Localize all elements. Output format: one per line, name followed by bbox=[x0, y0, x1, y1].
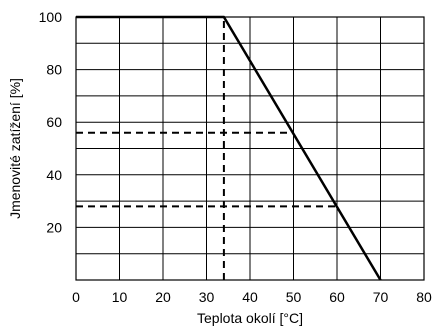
x-tick-label: 50 bbox=[286, 289, 302, 305]
plot-frame bbox=[75, 16, 425, 281]
reference-lines bbox=[76, 17, 337, 280]
x-axis-label: Teplota okolí [°C] bbox=[197, 310, 303, 326]
x-tick-label: 70 bbox=[373, 289, 389, 305]
y-tick-labels: 20 40 60 80 100 bbox=[39, 9, 63, 235]
x-tick-label: 80 bbox=[416, 289, 432, 305]
x-tick-label: 30 bbox=[199, 289, 215, 305]
x-tick-label: 10 bbox=[112, 289, 128, 305]
y-tick-label: 80 bbox=[46, 62, 62, 78]
y-tick-label: 40 bbox=[46, 167, 62, 183]
x-tick-label: 20 bbox=[155, 289, 171, 305]
grid bbox=[76, 17, 424, 280]
x-tick-labels: 0 10 20 30 40 50 60 70 80 bbox=[72, 289, 432, 305]
y-axis-label: Jmenovité zatížení [%] bbox=[7, 78, 23, 219]
y-tick-label: 20 bbox=[46, 219, 62, 235]
y-tick-label: 60 bbox=[46, 114, 62, 130]
x-tick-label: 0 bbox=[72, 289, 80, 305]
x-tick-label: 60 bbox=[329, 289, 345, 305]
x-tick-label: 40 bbox=[242, 289, 258, 305]
y-tick-label: 100 bbox=[39, 9, 63, 25]
